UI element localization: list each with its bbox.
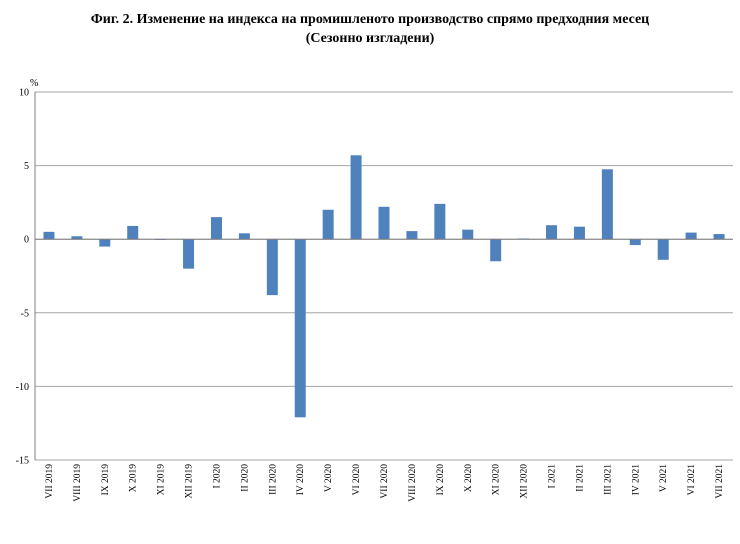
gridlines bbox=[35, 91, 733, 461]
bar bbox=[573, 226, 585, 240]
x-tick-label: VIII 2020 bbox=[408, 464, 418, 502]
y-tick-label: -10 bbox=[16, 382, 29, 393]
bar bbox=[322, 209, 334, 240]
x-tick-label: VII 2020 bbox=[380, 464, 390, 499]
x-tick-label: IV 2020 bbox=[296, 464, 306, 495]
x-tick-label: VII 2019 bbox=[45, 464, 55, 499]
bar bbox=[378, 206, 390, 240]
x-tick-labels: VII 2019 VIII 2019 IX 2019 X 2019 XI 2019 XII… bbox=[45, 464, 725, 502]
x-tick-label: XII 2019 bbox=[185, 464, 195, 499]
bar bbox=[238, 233, 250, 240]
x-tick-label: III 2021 bbox=[603, 464, 613, 495]
bar bbox=[406, 231, 418, 240]
x-tick-label: VI 2020 bbox=[352, 464, 362, 496]
bar bbox=[350, 155, 362, 240]
x-tick-label: V 2020 bbox=[324, 464, 334, 492]
y-axis-label: % bbox=[30, 78, 38, 89]
x-tick-label: II 2021 bbox=[575, 464, 585, 492]
bar bbox=[183, 239, 195, 269]
bar bbox=[546, 225, 558, 240]
bar bbox=[713, 234, 725, 240]
y-tick-label: 10 bbox=[19, 88, 29, 99]
axes bbox=[34, 92, 733, 460]
y-tick-label: -5 bbox=[21, 308, 29, 319]
x-tick-label: IX 2019 bbox=[101, 464, 111, 496]
x-tick-label: X 2020 bbox=[464, 464, 474, 492]
x-tick-label: XII 2020 bbox=[520, 464, 530, 499]
x-tick-label: X 2019 bbox=[129, 464, 139, 492]
chart-title-line1: Фиг. 2. Изменение на индекса на промишле… bbox=[90, 12, 650, 27]
x-tick-label: VIII 2019 bbox=[73, 464, 83, 502]
chart-title-line2: (Сезонно изгладени) bbox=[305, 31, 435, 46]
x-tick-label: IV 2021 bbox=[631, 464, 641, 495]
bar bbox=[657, 239, 669, 260]
bar bbox=[462, 229, 474, 240]
x-tick-label: II 2020 bbox=[240, 464, 250, 492]
bar bbox=[601, 169, 613, 240]
x-tick-label: III 2020 bbox=[268, 464, 278, 495]
bar bbox=[127, 225, 139, 240]
x-tick-label: XI 2020 bbox=[492, 464, 502, 496]
x-tick-label: VI 2021 bbox=[687, 464, 697, 496]
bar bbox=[210, 217, 222, 240]
bar bbox=[266, 239, 278, 296]
x-tick-label: V 2021 bbox=[659, 464, 669, 492]
x-tick-label: I 2021 bbox=[548, 464, 558, 489]
bar bbox=[43, 231, 55, 240]
bar bbox=[490, 239, 502, 262]
y-tick-label: 0 bbox=[24, 235, 29, 246]
x-tick-label: XI 2019 bbox=[157, 464, 167, 496]
y-tick-labels: 10 5 0 -5 -10 -15 bbox=[16, 88, 29, 467]
y-tick-label: -15 bbox=[16, 456, 29, 467]
y-tick-label: 5 bbox=[24, 161, 29, 172]
bars bbox=[43, 155, 725, 418]
bar bbox=[294, 239, 306, 418]
bar bbox=[629, 239, 641, 246]
bar bbox=[685, 232, 697, 240]
x-tick-label: VII 2021 bbox=[715, 464, 725, 499]
chart-title: Фиг. 2. Изменение на индекса на промишле… bbox=[0, 10, 740, 48]
bar bbox=[434, 203, 446, 240]
bar bbox=[71, 236, 83, 240]
bar bbox=[99, 239, 111, 247]
x-tick-label: IX 2020 bbox=[436, 464, 446, 496]
x-tick-label: I 2020 bbox=[212, 464, 222, 489]
